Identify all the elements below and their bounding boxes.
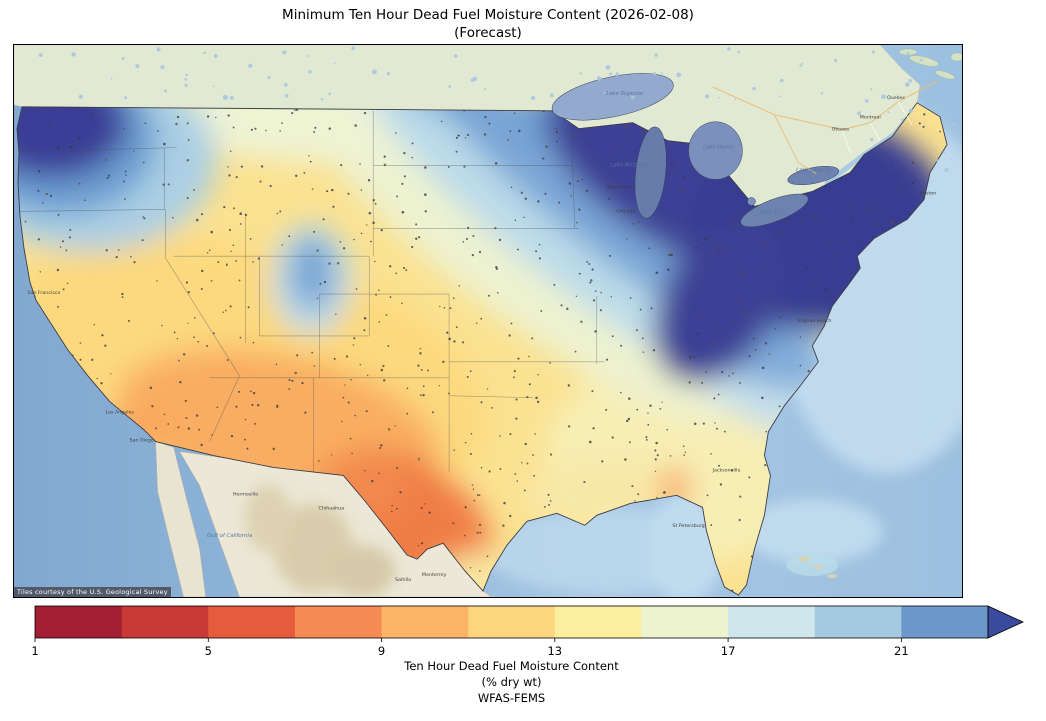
map-label: Saltillo	[395, 577, 411, 583]
map-label: Chihuahua	[319, 505, 345, 511]
map-label: Montreal	[860, 115, 881, 121]
lake-michigan	[634, 126, 667, 219]
map-label: Boston	[920, 190, 936, 196]
map-label: San Diego	[130, 438, 154, 444]
lake-erie	[740, 193, 809, 228]
colorbar-caption: Ten Hour Dead Fuel Moisture Content (% d…	[35, 658, 988, 706]
map-label: Virginia Beach	[797, 318, 831, 324]
map-label: Hermosillo	[233, 491, 258, 497]
map-label: Lake Huron	[703, 145, 734, 151]
lake-st-clair	[747, 197, 756, 206]
lake-superior	[551, 73, 674, 121]
map-label: Lake Michigan	[610, 163, 649, 169]
map-label: Quebec	[887, 95, 906, 101]
canada-lake-speckles	[38, 46, 957, 173]
colorbar-tick-label: 13	[547, 644, 562, 658]
colorbar-tick-label: 9	[378, 644, 385, 658]
bahamas	[786, 554, 839, 579]
map-image: Lake Superior Lake Michigan Lake Huron Lake…	[14, 45, 962, 597]
map-label: Lake Superior	[606, 91, 644, 97]
lake-huron	[688, 121, 743, 180]
colorbar-units: (% dry wt)	[481, 675, 542, 689]
map-label: Los Angeles	[106, 410, 135, 416]
figure-title-line1: Minimum Ten Hour Dead Fuel Moisture Cont…	[282, 7, 694, 23]
canada-roads	[712, 80, 939, 174]
map-label: Chicago	[616, 208, 635, 214]
map-label: Milwaukee	[606, 184, 631, 190]
map-label: Gulf of California	[207, 533, 252, 539]
lake-ontario	[787, 166, 840, 186]
station-dots-layer	[24, 108, 941, 593]
map-label: Jacksonville	[712, 467, 741, 473]
map-label: Lake Erie	[760, 209, 786, 215]
map-label: Ottawa	[832, 127, 849, 133]
colorbar-source: WFAS-FEMS	[477, 691, 546, 705]
colorbar-title: Ten Hour Dead Fuel Moisture Content	[404, 659, 619, 673]
great-lakes	[551, 73, 840, 228]
figure-title: Minimum Ten Hour Dead Fuel Moisture Cont…	[13, 6, 963, 42]
map-label: Monterrey	[422, 572, 447, 578]
atlantic-islands	[898, 48, 962, 80]
colorbar-tick-label: 21	[894, 644, 909, 658]
map-label: San Francisco	[28, 290, 61, 296]
colorbar-tick-label: 17	[721, 644, 736, 658]
map-attribution: Tiles courtesy of the U.S. Geological Su…	[14, 587, 171, 597]
colorbar: 1 5 9 13 17 21	[31, 605, 1024, 658]
mexico-land	[155, 441, 492, 597]
map-label: St Petersburg	[672, 523, 704, 529]
colorbar-tick-label: 1	[31, 644, 38, 658]
colorbar-tick-label: 5	[205, 644, 212, 658]
figure-title-line2: (Forecast)	[454, 25, 522, 41]
map-panel: Lake Superior Lake Michigan Lake Huron Lake…	[13, 44, 963, 598]
state-borders	[17, 110, 605, 474]
map-labels-layer: Lake Superior Lake Michigan Lake Huron Lake…	[28, 91, 937, 583]
map-label: Lake Ontario	[796, 168, 831, 174]
